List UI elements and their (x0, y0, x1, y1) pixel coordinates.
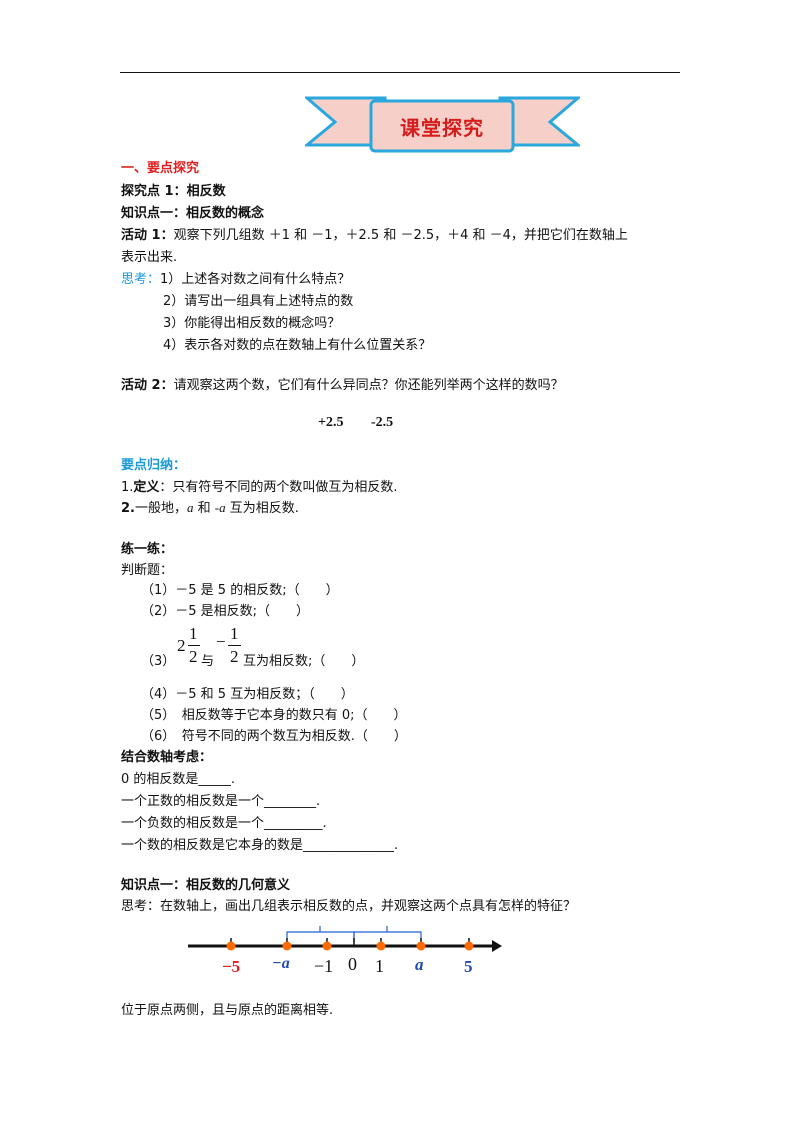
judge-label: 判断题： (121, 563, 174, 578)
axis-arrow (492, 940, 502, 952)
definition-label: 定义 (133, 480, 160, 495)
point-a (416, 941, 426, 951)
activity1-text: 观察下列几组数 ＋1 和 －1，＋2.5 和 －2.5，＋4 和 －4，并把它们… (173, 228, 628, 243)
general-line: 2.一般地，a 和 -a 互为相反数. (121, 499, 299, 518)
activity1-label: 活动 1： (121, 228, 174, 243)
brace-left (286, 931, 355, 942)
general-suffix: 互为相反数. (225, 501, 299, 516)
point-5 (464, 941, 474, 951)
think-q2: 2）请写出一组具有上述特点的数 (163, 294, 354, 309)
label-one: 1 (375, 956, 384, 976)
top-rule (120, 72, 680, 73)
blank-line-3: 一个负数的相反数是一个_________. (121, 816, 327, 831)
mixed-whole: 2 (177, 636, 186, 655)
label-five: 5 (464, 957, 473, 976)
section-banner: 课堂探究 (302, 95, 583, 155)
number-line-figure: −5 −a −1 0 1 a 5 (180, 918, 510, 978)
general-prefix: 一般地， (134, 501, 187, 516)
number-positive: +2.5 (318, 415, 344, 430)
practice-label: 练一练： (121, 542, 174, 557)
definition-line: 1.定义：只有符号不同的两个数叫做互为相反数. (121, 479, 398, 497)
judge-item-1: （1）－5 是 5 的相反数;（ ） (141, 583, 339, 598)
label-a: a (415, 955, 424, 974)
activity1-line1: 活动 1：观察下列几组数 ＋1 和 －1，＋2.5 和 －2.5，＋4 和 －4… (121, 227, 628, 245)
think-line1: 思考：1）上述各对数之间有什么特点？ (121, 271, 350, 289)
definition-text: ：只有符号不同的两个数叫做互为相反数. (159, 480, 398, 495)
general-number: 2. (121, 501, 135, 516)
conclusion-text: 位于原点两侧，且与原点的距离相等. (121, 1003, 334, 1018)
number-negative: -2.5 (371, 415, 394, 430)
banner-title: 课堂探究 (400, 116, 484, 140)
think-q3: 3）你能得出相反数的概念吗？ (163, 316, 341, 331)
judge-item-4: （4）－5 和 5 互为相反数；（ ） (141, 687, 354, 702)
general-and: 和 (193, 501, 215, 516)
judge-item-2: （2）－5 是相反数;（ ） (141, 604, 310, 619)
var-neg-a: -a (214, 500, 226, 515)
frac1-numerator: 1 (189, 624, 198, 643)
knowledge-point-title: 知识点一：相反数的概念 (121, 206, 265, 221)
point-neg-a (282, 941, 292, 951)
label-neg1: −1 (314, 956, 333, 976)
with-word: 与 (201, 654, 215, 669)
frac1-denominator: 2 (189, 647, 198, 666)
brace-right (353, 931, 422, 942)
blank-line-4: 一个数的相反数是它本身的数是______________. (121, 838, 399, 853)
point-1 (376, 941, 386, 951)
summary-label: 要点归纳： (121, 458, 187, 473)
judge-item-3-suffix: 互为相反数;（ ） (243, 654, 365, 669)
point-neg5 (226, 941, 236, 951)
blank-line-2: 一个正数的相反数是一个________. (121, 794, 321, 809)
label-neg5: −5 (222, 957, 240, 976)
activity2-line: 活动 2：请观察这两个数，它们有什么异同点？你还能列举两个这样的数吗？ (121, 377, 564, 395)
blank-line-1: 0 的相反数是_____. (121, 772, 236, 787)
judge-item-6: （6） 符号不同的两个数互为相反数.（ ） (141, 729, 407, 744)
var-a: a (187, 500, 194, 515)
section-heading: 一、要点探究 (121, 161, 200, 176)
think-q4: 4）表示各对数的点在数轴上有什么位置关系？ (163, 338, 432, 353)
definition-number: 1. (121, 480, 134, 495)
think-label: 思考： (121, 272, 161, 287)
frac2-denominator: 2 (230, 647, 239, 666)
frac2-numerator: 1 (230, 624, 239, 643)
label-zero: 0 (348, 954, 357, 974)
frac2-bar (228, 645, 241, 646)
knowledge-point-2-title: 知识点一：相反数的几何意义 (121, 878, 291, 893)
minus-sign: − (216, 632, 226, 651)
activity1-line2: 表示出来. (121, 250, 178, 265)
frac1-bar (188, 645, 200, 646)
think-q1: 1）上述各对数之间有什么特点？ (160, 272, 351, 287)
point-neg1 (322, 941, 332, 951)
activity2-label: 活动 2： (121, 378, 174, 393)
knowledge-point-2-think: 思考：在数轴上，画出几组表示相反数的点，并观察这两个点具有怎样的特征？ (121, 899, 577, 914)
explore-point-title: 探究点 1：相反数 (121, 184, 226, 199)
activity2-text: 请观察这两个数，它们有什么异同点？你还能列举两个这样的数吗？ (173, 378, 564, 393)
numline-consider-label: 结合数轴考虑： (121, 750, 213, 765)
label-neg-a: −a (272, 955, 290, 972)
judge-item-5: （5） 相反数等于它本身的数只有 0;（ ） (141, 708, 407, 723)
judge-item-3-prefix: （3） (141, 654, 176, 669)
